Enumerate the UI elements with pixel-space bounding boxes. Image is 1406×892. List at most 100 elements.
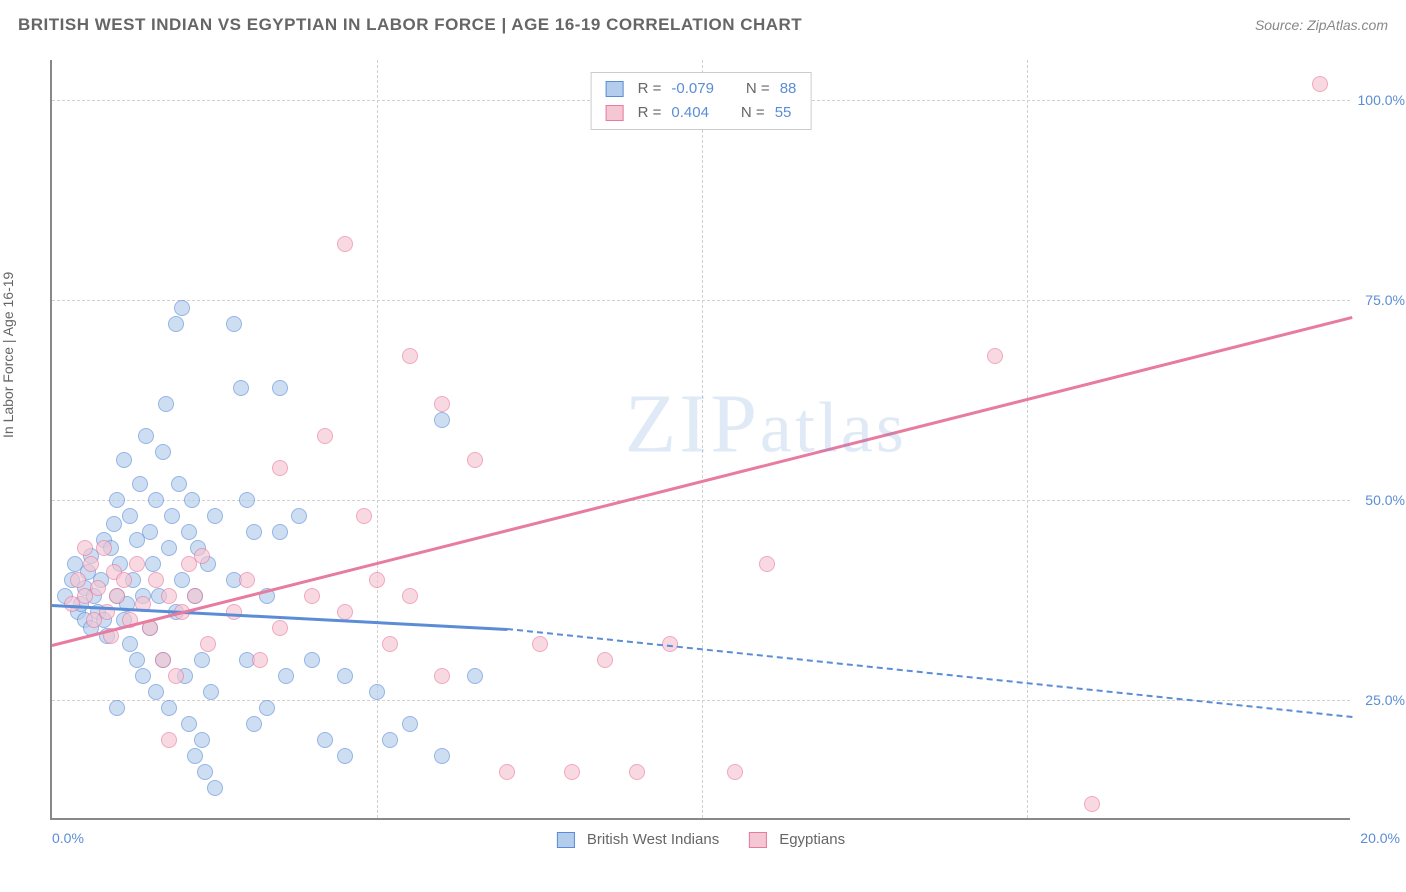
data-point xyxy=(158,396,174,412)
data-point xyxy=(116,452,132,468)
data-point xyxy=(122,636,138,652)
data-point xyxy=(155,444,171,460)
data-point xyxy=(155,652,171,668)
data-point xyxy=(434,396,450,412)
data-point xyxy=(197,764,213,780)
data-point xyxy=(148,684,164,700)
legend-r-value: -0.079 xyxy=(671,77,714,101)
data-point xyxy=(129,652,145,668)
data-point xyxy=(109,492,125,508)
data-point xyxy=(194,548,210,564)
data-point xyxy=(174,572,190,588)
gridline xyxy=(52,700,1350,701)
trend-line xyxy=(507,628,1352,718)
data-point xyxy=(987,348,1003,364)
data-point xyxy=(142,524,158,540)
legend-n-value: 88 xyxy=(780,77,797,101)
legend-swatch xyxy=(557,832,575,848)
data-point xyxy=(337,604,353,620)
data-point xyxy=(70,572,86,588)
series-legend-item: Egyptians xyxy=(749,831,845,848)
legend-n-label: N = xyxy=(741,101,765,125)
y-tick-label: 25.0% xyxy=(1365,692,1405,708)
data-point xyxy=(402,348,418,364)
data-point xyxy=(226,316,242,332)
data-point xyxy=(369,684,385,700)
data-point xyxy=(233,380,249,396)
data-point xyxy=(1084,796,1100,812)
legend-row: R = 0.404N = 55 xyxy=(606,101,797,125)
y-tick-label: 50.0% xyxy=(1365,492,1405,508)
data-point xyxy=(272,460,288,476)
data-point xyxy=(226,604,242,620)
data-point xyxy=(597,652,613,668)
legend-swatch xyxy=(606,105,624,121)
y-tick-label: 100.0% xyxy=(1358,92,1405,108)
legend-n-label: N = xyxy=(746,77,770,101)
data-point xyxy=(532,636,548,652)
data-point xyxy=(145,556,161,572)
data-point xyxy=(106,516,122,532)
data-point xyxy=(239,492,255,508)
series-legend-item: British West Indians xyxy=(557,831,719,848)
legend-swatch xyxy=(606,81,624,97)
legend-n-value: 55 xyxy=(775,101,792,125)
data-point xyxy=(434,668,450,684)
data-point xyxy=(122,508,138,524)
legend-row: R = -0.079N = 88 xyxy=(606,77,797,101)
data-point xyxy=(434,412,450,428)
data-point xyxy=(317,428,333,444)
data-point xyxy=(187,588,203,604)
source-attribution: Source: ZipAtlas.com xyxy=(1255,17,1388,33)
data-point xyxy=(161,700,177,716)
data-point xyxy=(116,572,132,588)
data-point xyxy=(194,732,210,748)
data-point xyxy=(467,452,483,468)
data-point xyxy=(291,508,307,524)
x-tick-label: 20.0% xyxy=(1360,830,1400,846)
data-point xyxy=(200,636,216,652)
data-point xyxy=(109,588,125,604)
data-point xyxy=(239,572,255,588)
data-point xyxy=(135,668,151,684)
data-point xyxy=(382,636,398,652)
data-point xyxy=(194,652,210,668)
data-point xyxy=(259,700,275,716)
data-point xyxy=(187,748,203,764)
data-point xyxy=(129,556,145,572)
data-point xyxy=(382,732,398,748)
legend-swatch xyxy=(749,832,767,848)
data-point xyxy=(168,316,184,332)
data-point xyxy=(252,652,268,668)
y-axis-label: In Labor Force | Age 16-19 xyxy=(0,272,16,438)
data-point xyxy=(727,764,743,780)
series-legend: British West Indians Egyptians xyxy=(557,831,845,848)
data-point xyxy=(337,236,353,252)
chart-container: In Labor Force | Age 16-19 ZIPatlas R = … xyxy=(0,50,1406,892)
data-point xyxy=(272,380,288,396)
data-point xyxy=(132,476,148,492)
correlation-legend: R = -0.079N = 88R = 0.404N = 55 xyxy=(591,72,812,130)
data-point xyxy=(207,780,223,796)
data-point xyxy=(83,556,99,572)
data-point xyxy=(272,620,288,636)
vgridline xyxy=(702,60,703,818)
data-point xyxy=(174,300,190,316)
chart-title: BRITISH WEST INDIAN VS EGYPTIAN IN LABOR… xyxy=(18,15,802,35)
data-point xyxy=(184,492,200,508)
gridline xyxy=(52,300,1350,301)
data-point xyxy=(278,668,294,684)
data-point xyxy=(161,732,177,748)
data-point xyxy=(317,732,333,748)
vgridline xyxy=(1027,60,1028,818)
data-point xyxy=(138,428,154,444)
data-point xyxy=(148,572,164,588)
data-point xyxy=(467,668,483,684)
plot-area: ZIPatlas R = -0.079N = 88R = 0.404N = 55… xyxy=(50,60,1350,820)
data-point xyxy=(96,540,112,556)
data-point xyxy=(337,748,353,764)
data-point xyxy=(356,508,372,524)
vgridline xyxy=(377,60,378,818)
series-legend-label: British West Indians xyxy=(587,831,719,848)
legend-r-value: 0.404 xyxy=(671,101,709,125)
